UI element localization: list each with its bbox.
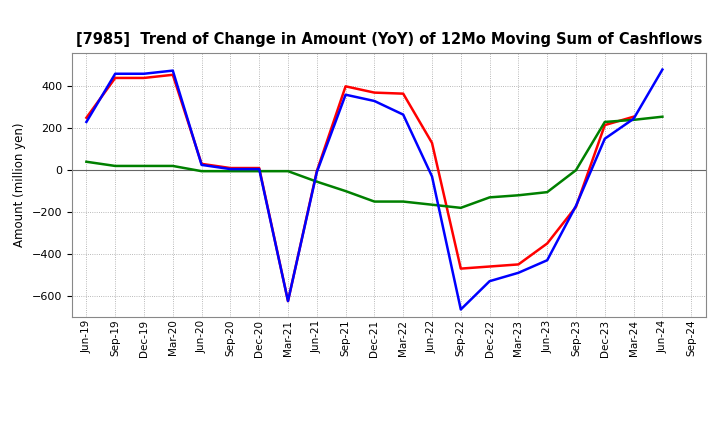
Operating Cashflow [428, 140, 436, 146]
Investing Cashflow [543, 190, 552, 195]
Free Cashflow [572, 203, 580, 209]
Investing Cashflow [456, 205, 465, 210]
Operating Cashflow [111, 75, 120, 81]
Free Cashflow [629, 116, 638, 121]
Free Cashflow [485, 279, 494, 284]
Free Cashflow [600, 136, 609, 141]
Operating Cashflow [312, 169, 321, 174]
Operating Cashflow [629, 114, 638, 119]
Free Cashflow [284, 298, 292, 304]
Investing Cashflow [82, 159, 91, 165]
Investing Cashflow [140, 163, 148, 169]
Free Cashflow [197, 162, 206, 168]
Free Cashflow [658, 67, 667, 72]
Investing Cashflow [485, 195, 494, 200]
Y-axis label: Amount (million yen): Amount (million yen) [13, 123, 26, 247]
Free Cashflow [111, 71, 120, 77]
Line: Operating Cashflow: Operating Cashflow [86, 75, 634, 301]
Operating Cashflow [572, 204, 580, 209]
Free Cashflow [399, 112, 408, 117]
Free Cashflow [370, 99, 379, 104]
Operating Cashflow [399, 91, 408, 96]
Investing Cashflow [629, 117, 638, 122]
Operating Cashflow [255, 165, 264, 171]
Operating Cashflow [284, 298, 292, 304]
Investing Cashflow [312, 179, 321, 184]
Free Cashflow [543, 257, 552, 263]
Investing Cashflow [111, 163, 120, 169]
Operating Cashflow [543, 241, 552, 246]
Operating Cashflow [600, 122, 609, 128]
Line: Free Cashflow: Free Cashflow [86, 70, 662, 309]
Operating Cashflow [341, 84, 350, 89]
Investing Cashflow [168, 163, 177, 169]
Investing Cashflow [255, 169, 264, 174]
Free Cashflow [82, 119, 91, 125]
Operating Cashflow [226, 165, 235, 171]
Operating Cashflow [168, 72, 177, 77]
Operating Cashflow [485, 264, 494, 269]
Investing Cashflow [284, 169, 292, 174]
Free Cashflow [168, 68, 177, 73]
Investing Cashflow [514, 193, 523, 198]
Free Cashflow [514, 270, 523, 275]
Free Cashflow [226, 166, 235, 172]
Operating Cashflow [456, 266, 465, 271]
Investing Cashflow [226, 169, 235, 174]
Operating Cashflow [514, 262, 523, 267]
Free Cashflow [341, 92, 350, 97]
Free Cashflow [312, 169, 321, 175]
Investing Cashflow [428, 202, 436, 207]
Investing Cashflow [600, 119, 609, 125]
Investing Cashflow [370, 199, 379, 204]
Free Cashflow [140, 71, 148, 77]
Investing Cashflow [658, 114, 667, 119]
Operating Cashflow [197, 161, 206, 166]
Title: [7985]  Trend of Change in Amount (YoY) of 12Mo Moving Sum of Cashflows: [7985] Trend of Change in Amount (YoY) o… [76, 33, 702, 48]
Free Cashflow [428, 174, 436, 179]
Operating Cashflow [370, 90, 379, 95]
Investing Cashflow [572, 168, 580, 173]
Operating Cashflow [82, 115, 91, 121]
Investing Cashflow [399, 199, 408, 204]
Investing Cashflow [197, 169, 206, 174]
Free Cashflow [456, 307, 465, 312]
Line: Investing Cashflow: Investing Cashflow [86, 117, 662, 208]
Free Cashflow [255, 166, 264, 172]
Investing Cashflow [341, 188, 350, 194]
Operating Cashflow [140, 75, 148, 81]
